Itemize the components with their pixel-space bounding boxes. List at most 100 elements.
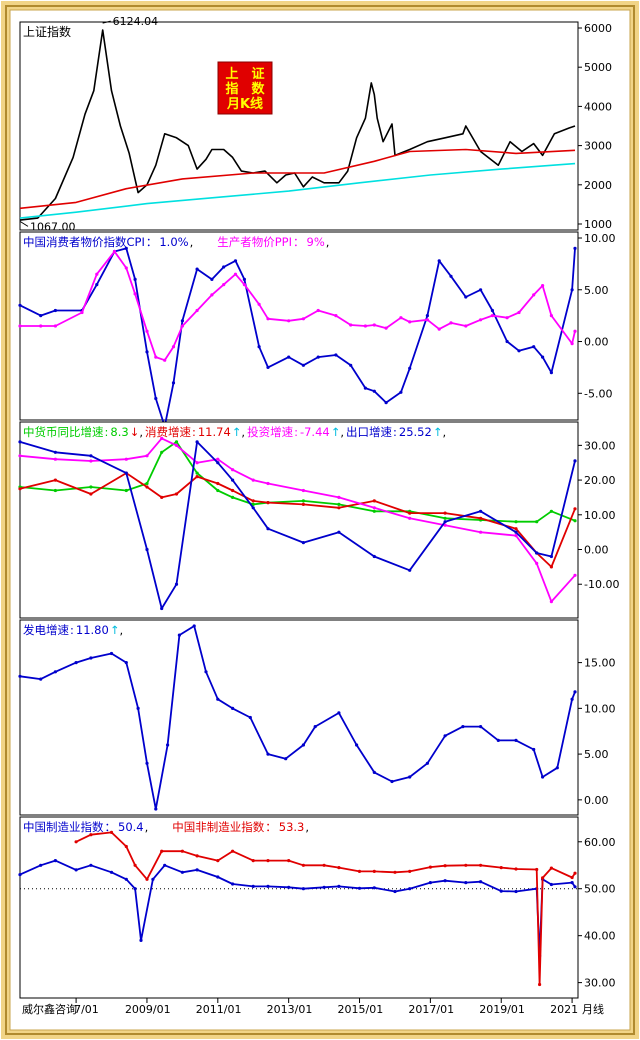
data-point [372, 554, 376, 559]
data-point [349, 323, 353, 327]
data-point [145, 350, 149, 354]
legend-arrow: ↑ [232, 425, 242, 439]
data-point [541, 876, 545, 880]
data-point [266, 365, 270, 369]
data-point [573, 885, 577, 889]
data-point [449, 321, 453, 325]
data-point [573, 519, 577, 523]
data-point [443, 511, 447, 515]
y-tick-label: 4000 [584, 100, 612, 113]
data-point [372, 770, 376, 775]
data-point [437, 259, 441, 263]
data-point [479, 318, 483, 322]
legend-sep: : [105, 425, 109, 439]
data-point [301, 502, 305, 506]
data-point [287, 859, 291, 863]
data-point [443, 520, 447, 524]
data-point [231, 488, 235, 493]
data-point [216, 461, 220, 465]
data-point [535, 561, 539, 566]
data-point [74, 868, 78, 872]
data-point [399, 316, 403, 320]
data-point [355, 743, 359, 747]
data-point [555, 766, 559, 770]
data-point [231, 849, 235, 853]
y-tick-label: -10.00 [584, 578, 619, 591]
data-point [505, 316, 509, 320]
data-point [425, 761, 429, 765]
data-point [180, 319, 184, 323]
data-point [231, 706, 235, 711]
data-point [53, 478, 58, 482]
panel-border [19, 231, 579, 421]
data-point [301, 499, 305, 503]
legend-comma: , [145, 820, 149, 834]
data-point [163, 358, 167, 362]
data-point [363, 324, 367, 328]
data-point [372, 869, 376, 874]
data-point [490, 308, 494, 313]
data-point [160, 495, 164, 499]
data-point [573, 690, 577, 694]
y-tick-label: 30.00 [584, 439, 616, 452]
panel-border [19, 816, 579, 999]
data-point [384, 401, 388, 405]
data-point [372, 389, 376, 393]
y-tick-label: 6000 [584, 22, 612, 35]
data-point [95, 272, 99, 276]
legend-comma: , [119, 623, 123, 637]
data-point [145, 761, 149, 765]
badge-line: 上 证 [225, 67, 264, 82]
data-point [357, 886, 362, 890]
data-point [428, 865, 432, 869]
legend-comma: , [241, 425, 245, 439]
data-point [266, 859, 270, 863]
data-point [192, 624, 196, 628]
y-tick-label: 0.00 [584, 544, 609, 557]
data-point [251, 499, 255, 503]
data-point [151, 877, 155, 881]
data-point [284, 757, 288, 761]
series-line-2 [19, 437, 576, 603]
data-point [514, 889, 518, 894]
data-point [479, 288, 483, 292]
data-point [443, 864, 447, 868]
data-point [195, 267, 199, 271]
data-point [145, 877, 149, 881]
data-point [514, 527, 518, 531]
data-point [18, 454, 22, 458]
data-point [337, 506, 341, 510]
data-point [231, 478, 235, 482]
data-point [570, 288, 574, 292]
x-tick-label: 2021 [550, 1003, 578, 1016]
data-point [53, 324, 58, 328]
data-point [89, 492, 93, 496]
y-tick-label: -5.00 [584, 387, 612, 400]
data-point [349, 363, 353, 367]
data-point [174, 492, 179, 496]
data-point [222, 283, 226, 287]
data-point [549, 600, 554, 604]
data-point [210, 293, 214, 297]
data-point [160, 450, 164, 454]
y-tick-label: 50.00 [584, 883, 616, 896]
data-point [145, 485, 149, 489]
data-point [39, 324, 43, 328]
legend-value-1: 11.74 [198, 425, 231, 439]
data-point [231, 468, 235, 472]
data-point [532, 293, 536, 297]
data-point [316, 308, 320, 313]
data-point [109, 830, 114, 835]
data-point [437, 327, 441, 331]
data-point [287, 885, 291, 889]
data-point [337, 495, 341, 499]
data-point [549, 565, 554, 569]
data-point [89, 863, 93, 867]
legend-value-0: 50.4 [118, 820, 144, 834]
data-point [316, 355, 320, 359]
period-label: 月线 [582, 1002, 604, 1016]
legend-sep: : [393, 425, 397, 439]
data-point [337, 884, 341, 889]
